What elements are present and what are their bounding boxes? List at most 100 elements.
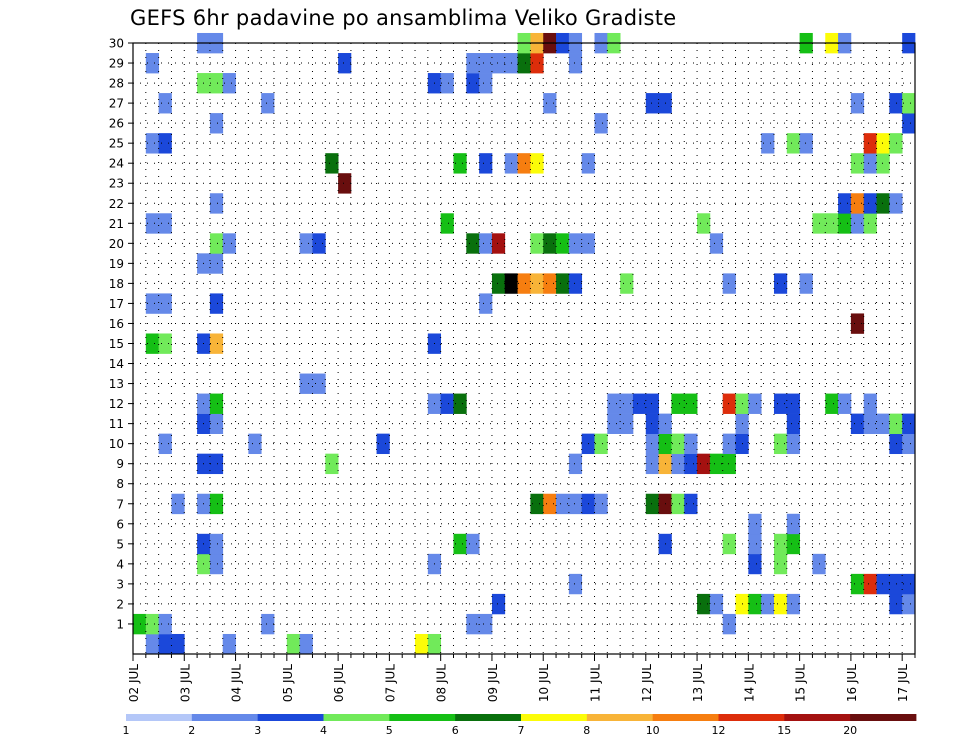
- x-tick-label: 16 JUL: [845, 664, 859, 702]
- heatmap-cell: [773, 593, 788, 615]
- heatmap-cell: [338, 53, 352, 74]
- heatmap-cell: [902, 93, 916, 114]
- heatmap-cell: [697, 453, 711, 475]
- heatmap-cell: [568, 53, 583, 74]
- heatmap-cell: [222, 633, 236, 655]
- heatmap-cell: [209, 553, 224, 575]
- legend-label: 2: [188, 724, 195, 737]
- heatmap-cell: [594, 433, 608, 455]
- y-tick-label: 10: [109, 437, 124, 451]
- heatmap-cell: [594, 113, 608, 134]
- heatmap-cell: [876, 193, 890, 214]
- legend-label: 3: [254, 724, 261, 737]
- heatmap-cell: [902, 433, 916, 455]
- heatmap-cell: [479, 233, 493, 254]
- heatmap-cell: [645, 493, 659, 515]
- heatmap-cell: [479, 293, 493, 314]
- y-tick-label: 21: [109, 217, 124, 231]
- y-tick-label: 11: [109, 417, 124, 431]
- x-tick-label: 07 JUL: [383, 664, 397, 702]
- plot-frame: [132, 42, 916, 655]
- y-tick-label: 15: [109, 337, 124, 351]
- heatmap-cell: [850, 153, 865, 174]
- heatmap-cell: [466, 233, 480, 254]
- heatmap-cell: [748, 553, 762, 575]
- heatmap-cell: [722, 533, 736, 555]
- y-tick-label: 20: [109, 237, 124, 251]
- heatmap-cell: [517, 273, 531, 294]
- heatmap-cell: [902, 113, 916, 134]
- y-tick-label: 9: [116, 457, 124, 471]
- chart-title: GEFS 6hr padavine po ansamblima Veliko G…: [130, 6, 677, 30]
- heatmap-cell: [850, 313, 865, 334]
- heatmap-cell: [491, 53, 506, 74]
- heatmap-cell: [209, 333, 224, 354]
- heatmap-cell: [543, 493, 557, 515]
- heatmap-cell: [748, 513, 762, 535]
- heatmap-cell: [568, 453, 583, 475]
- heatmap-cell: [145, 613, 159, 635]
- heatmap-cell: [145, 293, 159, 314]
- heatmap-cell: [607, 393, 621, 414]
- heatmap-cell: [684, 453, 698, 475]
- heatmap-cell: [748, 393, 762, 414]
- heatmap-cell: [850, 213, 865, 234]
- x-tick-label: 03 JUL: [178, 664, 192, 702]
- heatmap-cell: [209, 453, 224, 475]
- legend-label: 6: [452, 724, 459, 737]
- heatmap-cell: [825, 393, 839, 414]
- heatmap-cell: [722, 453, 736, 475]
- x-tick-label: 12 JUL: [640, 664, 654, 702]
- y-tick-label: 2: [116, 597, 124, 611]
- heatmap-cell: [530, 233, 544, 254]
- heatmap-cell: [299, 373, 313, 394]
- heatmap-cell: [325, 453, 339, 475]
- heatmap-cell: [671, 433, 685, 455]
- heatmap-cell: [709, 593, 724, 615]
- x-tick-label: 10 JUL: [537, 664, 551, 702]
- heatmap-cell: [209, 113, 224, 134]
- heatmap-cell: [773, 533, 788, 555]
- y-tick-label: 12: [109, 397, 124, 411]
- heatmap-cell: [876, 153, 890, 174]
- heatmap-cell: [632, 393, 647, 414]
- heatmap-cell: [722, 613, 736, 635]
- heatmap-cell: [902, 593, 916, 615]
- legend-swatch: [718, 714, 785, 721]
- heatmap-cell: [850, 413, 865, 434]
- heatmap-cell: [568, 573, 583, 595]
- heatmap-cell: [684, 493, 698, 515]
- y-tick-label: 13: [109, 377, 124, 391]
- heatmap-cell: [722, 433, 736, 455]
- heatmap-cell: [171, 633, 185, 655]
- heatmap-cell: [786, 433, 800, 455]
- heatmap-cell: [145, 53, 159, 74]
- heatmap-cell: [838, 193, 852, 214]
- heatmap-cell: [479, 153, 493, 174]
- heatmap-cell: [786, 513, 800, 535]
- heatmap-cell: [799, 273, 813, 294]
- heatmap-cell: [517, 53, 531, 74]
- heatmap-cell: [748, 533, 762, 555]
- heatmap-cell: [222, 233, 236, 254]
- heatmap-cell: [299, 633, 313, 655]
- heatmap-cell: [325, 153, 339, 174]
- heatmap-cell: [722, 273, 736, 294]
- legend-label: 5: [386, 724, 393, 737]
- heatmap-cell: [543, 233, 557, 254]
- heatmap-cell: [491, 233, 506, 254]
- heatmap-cell: [158, 633, 172, 655]
- heatmap-cell: [261, 93, 275, 114]
- heatmap-cell: [620, 413, 634, 434]
- heatmap-cell: [850, 193, 865, 214]
- heatmap-cell: [466, 533, 480, 555]
- y-tick-label: 8: [116, 477, 124, 491]
- heatmap-cell: [876, 413, 890, 434]
- heatmap-cell: [568, 273, 583, 294]
- y-tick-label: 6: [116, 517, 124, 531]
- heatmap-cell: [786, 533, 800, 555]
- y-tick-label: 19: [109, 257, 124, 271]
- heatmap-cell: [697, 593, 711, 615]
- heatmap-cell: [786, 413, 800, 434]
